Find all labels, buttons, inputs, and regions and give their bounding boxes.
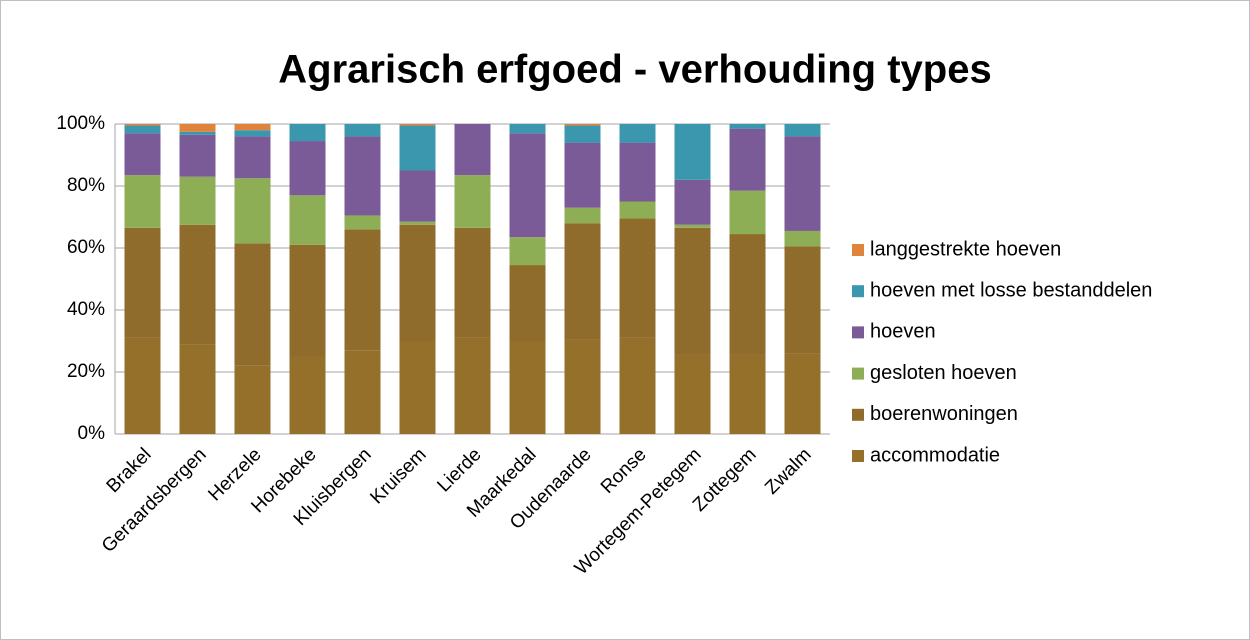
bar-segment [729, 128, 766, 191]
y-tick-label: 100% [56, 113, 105, 134]
legend-label: accommodatie [870, 444, 1000, 466]
bar-segment [179, 131, 216, 135]
bar-segment [674, 224, 711, 228]
legend-swatch [852, 285, 864, 298]
bar-segment [179, 176, 216, 225]
bar-segment [344, 215, 381, 230]
bar-segment [124, 175, 161, 228]
bar-segment [234, 136, 271, 179]
bar-segment [124, 133, 161, 176]
bar-segment [234, 365, 271, 434]
bar-segment [454, 124, 491, 176]
bar-segment [674, 227, 711, 355]
bar-segment [619, 337, 656, 434]
bar-segment [509, 124, 546, 134]
legend-swatch [852, 244, 864, 256]
legend-label: hoeven met losse bestanddelen [870, 279, 1152, 301]
legend-label: boerenwoningen [870, 403, 1018, 425]
bar-segment [509, 341, 546, 434]
bar-segment [619, 201, 656, 219]
legend-swatch [852, 450, 864, 462]
bar-segment [399, 221, 436, 225]
bar-segment [399, 224, 436, 341]
legend-swatch [852, 326, 864, 339]
bar-segment [289, 356, 326, 434]
bar-segment [344, 350, 381, 434]
bar-segment [674, 124, 711, 180]
bar-segment [234, 243, 271, 366]
bar-segment [454, 175, 491, 228]
bar-segment [784, 246, 821, 354]
bar-segment [344, 229, 381, 351]
bar-segment [619, 142, 656, 202]
bar-segment [564, 207, 601, 224]
bar-segment [399, 341, 436, 434]
bar-segment [454, 337, 491, 434]
bar-segment [124, 337, 161, 434]
bar-segment [344, 124, 381, 137]
bar-segment [179, 344, 216, 434]
legend-label: hoeven [870, 321, 936, 343]
bar-segment [784, 136, 821, 231]
bar-segment [729, 234, 766, 355]
y-tick-label: 20% [67, 361, 105, 382]
bar-segment [399, 170, 436, 222]
bar-segment [564, 124, 601, 126]
chart-title: Agrarisch erfgoed - verhouding types [278, 48, 991, 92]
bar-segment [124, 124, 161, 126]
bar-segment [729, 124, 766, 129]
legend-swatch [852, 367, 864, 380]
bar-segment [179, 224, 216, 345]
bar-segment [509, 265, 546, 341]
bar-segment [289, 141, 326, 196]
bar-segment [124, 227, 161, 338]
bar-segment [399, 125, 436, 171]
bar-segment [564, 142, 601, 208]
y-tick-label: 60% [67, 237, 105, 258]
bar-segment [564, 339, 601, 434]
bar-segment [509, 133, 546, 238]
bar-segment [289, 244, 326, 357]
bar-segment [674, 354, 711, 434]
bar-segment [784, 124, 821, 137]
legend-swatch [852, 408, 864, 421]
bar-segment [289, 195, 326, 245]
bar-segment [564, 125, 601, 143]
bar-segment [509, 237, 546, 266]
bar-segment [619, 218, 656, 338]
bar-segment [729, 190, 766, 235]
bar-segment [344, 136, 381, 216]
bar-segment [729, 354, 766, 434]
bar-segment [619, 124, 656, 143]
legend-label: langgestrekte hoeven [870, 238, 1061, 260]
bar-segment [289, 124, 326, 142]
bar-segment [784, 230, 821, 247]
bar-segment [234, 124, 271, 131]
legend-label: gesloten hoeven [870, 362, 1017, 384]
bar-segment [784, 353, 821, 434]
y-tick-label: 40% [67, 299, 105, 320]
bar-segment [564, 223, 601, 340]
bar-segment [234, 178, 271, 244]
bar-segment [674, 179, 711, 225]
y-tick-label: 0% [78, 423, 106, 444]
bar-segment [179, 124, 216, 132]
bar-segment [179, 134, 216, 177]
bar-segment [234, 130, 271, 137]
y-tick-label: 80% [67, 175, 105, 196]
bar-segment [399, 124, 436, 126]
bar-segment [124, 125, 161, 134]
bar-segment [454, 227, 491, 338]
